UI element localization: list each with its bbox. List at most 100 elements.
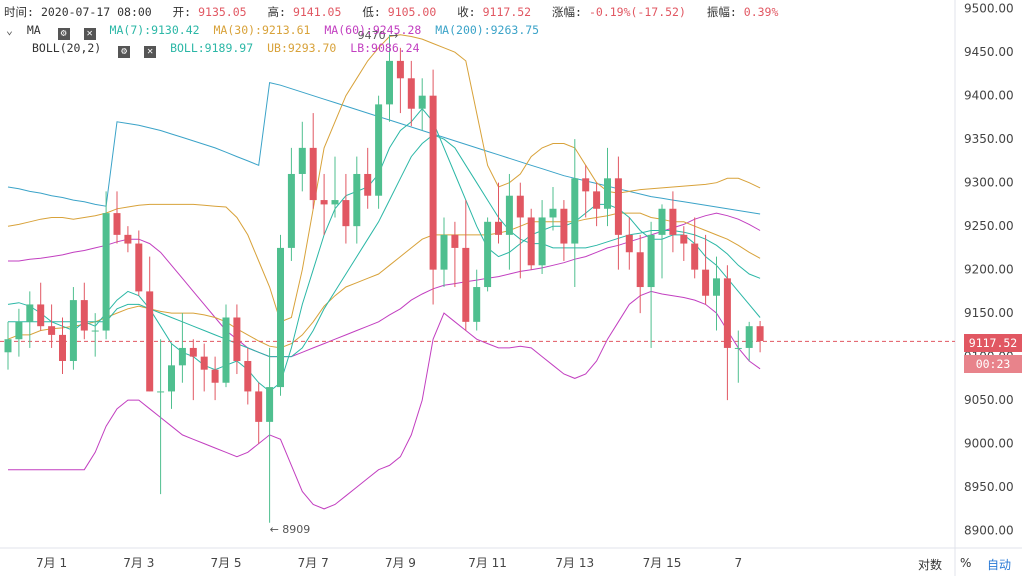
candle-body xyxy=(48,326,56,335)
boll-upper-line xyxy=(7,34,761,323)
candle-body xyxy=(745,326,753,348)
x-tick-label: 7月 9 xyxy=(385,556,416,570)
candle-body xyxy=(473,287,481,322)
candle-body xyxy=(604,178,611,209)
x-tick-label: 7月 7 xyxy=(298,556,329,570)
countdown-tag: 00:23 xyxy=(964,355,1022,373)
ma-title: MA xyxy=(26,23,41,37)
ma30-text: MA(30):9213.61 xyxy=(213,23,311,37)
candle-body xyxy=(91,330,99,332)
candle-body xyxy=(691,243,699,270)
candle-body xyxy=(353,173,361,227)
y-tick-label: 9350.00 xyxy=(964,132,1014,146)
high-value: 9141.05 xyxy=(292,5,342,19)
candle-body xyxy=(80,300,88,331)
gear-icon[interactable]: ⚙ xyxy=(118,46,131,58)
open-label: 开: xyxy=(172,5,192,19)
ma30-line xyxy=(7,212,761,349)
candle-body xyxy=(625,234,633,253)
x-tick-label: 7月 11 xyxy=(468,556,507,570)
gear-icon[interactable]: ⚙ xyxy=(57,28,70,40)
candle-body xyxy=(723,278,731,348)
last-price-tag: 9117.52 xyxy=(964,334,1022,352)
ma7-text: MA(7):9130.42 xyxy=(109,23,200,37)
candle-body xyxy=(527,217,535,266)
ma200-text: MA(200):9263.75 xyxy=(435,23,540,37)
candle-body xyxy=(266,387,274,422)
y-tick-label: 9150.00 xyxy=(964,306,1014,320)
price-annotation: 9470 → xyxy=(358,29,399,42)
open-value: 9135.05 xyxy=(198,5,247,19)
candle-body xyxy=(342,200,350,227)
candle-body xyxy=(200,356,208,370)
boll-mid-line xyxy=(8,134,761,358)
candle-body xyxy=(516,195,524,218)
candle-body xyxy=(124,234,132,244)
candle-body xyxy=(429,95,437,270)
ma60-text: MA(60):9245.28 xyxy=(324,23,422,37)
candle-body xyxy=(647,234,655,288)
candle-body xyxy=(582,178,590,192)
close-icon[interactable]: ✕ xyxy=(144,46,157,58)
candle-body xyxy=(396,60,404,79)
candle-body xyxy=(702,269,710,296)
auto-scale-toggle[interactable]: 自动 xyxy=(987,558,1012,572)
candle-body xyxy=(37,304,45,327)
y-tick-label: 9500.00 xyxy=(964,2,1014,16)
y-tick-label: 9050.00 xyxy=(964,393,1014,407)
candle-body xyxy=(211,369,219,383)
y-tick-label: 8900.00 xyxy=(964,524,1014,538)
candle-body xyxy=(440,234,448,270)
close-value: 9117.52 xyxy=(482,5,532,19)
candle-body xyxy=(658,208,666,235)
y-tick-label: 9200.00 xyxy=(964,263,1014,277)
ma7-line xyxy=(7,107,761,393)
candle-body xyxy=(614,178,622,235)
candle-body xyxy=(168,365,175,392)
chevron-down-icon[interactable]: ⌄ xyxy=(6,23,13,37)
candle-body xyxy=(484,221,492,288)
x-tick-label: 7月 3 xyxy=(123,556,154,570)
amplitude-label: 振幅: xyxy=(706,5,737,19)
candle-body xyxy=(157,391,165,393)
ub-text: UB:9293.70 xyxy=(267,41,337,55)
high-label: 高: xyxy=(267,5,286,19)
candle-body xyxy=(538,217,546,266)
close-label: 收: xyxy=(457,5,476,19)
ma200-line xyxy=(7,81,761,215)
candle-body xyxy=(418,95,426,109)
candle-body xyxy=(462,247,470,322)
candle-body xyxy=(26,304,34,322)
change-value: -0.19%(-17.52) xyxy=(588,5,686,19)
amplitude-value: 0.39% xyxy=(743,5,779,19)
candle-body xyxy=(571,178,579,244)
boll-legend: BOLL(20,2) ⚙ ✕ BOLL:9189.97 UB:9293.70 L… xyxy=(32,40,427,58)
x-tick-label: 7月 5 xyxy=(210,556,241,570)
candle-body xyxy=(4,339,12,353)
time-label: 时间: xyxy=(4,5,34,19)
candle-body xyxy=(146,291,154,392)
candle-body xyxy=(451,234,459,248)
candle-body xyxy=(309,147,317,201)
candle-body xyxy=(636,252,644,288)
y-tick-label: 9300.00 xyxy=(964,176,1014,190)
candle-body xyxy=(113,213,121,235)
candle-body xyxy=(375,104,383,196)
close-icon[interactable]: ✕ xyxy=(83,28,96,40)
candle-body xyxy=(593,191,601,209)
low-value: 9105.00 xyxy=(387,5,437,19)
price-annotation: ← 8909 xyxy=(270,523,311,536)
x-tick-label: 7月 1 xyxy=(36,556,67,570)
boll-title: BOLL(20,2) xyxy=(32,41,102,55)
candle-body xyxy=(560,208,568,244)
boll-lower-line xyxy=(8,290,761,510)
candle-body xyxy=(331,200,339,205)
log-scale-toggle[interactable]: 对数 xyxy=(918,558,943,572)
percent-toggle[interactable]: % xyxy=(960,556,972,570)
candle-body xyxy=(386,60,393,105)
y-tick-label: 9450.00 xyxy=(964,45,1014,59)
time-value: 2020-07-17 08:00 xyxy=(40,5,152,19)
candle-body xyxy=(669,208,677,235)
change-label: 涨幅: xyxy=(552,5,582,19)
